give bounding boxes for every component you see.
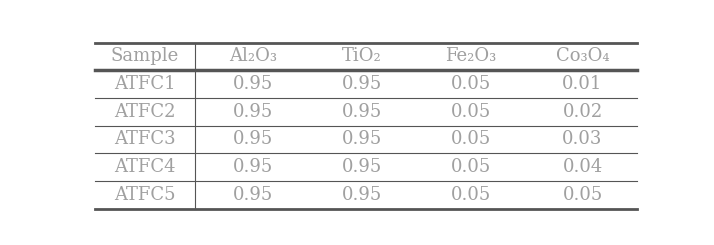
Text: 0.02: 0.02 [563, 103, 603, 121]
Text: 0.95: 0.95 [233, 103, 273, 121]
Text: 0.05: 0.05 [451, 130, 491, 148]
Text: 0.95: 0.95 [341, 186, 382, 204]
Text: Co₃O₄: Co₃O₄ [555, 48, 609, 65]
Text: ATFC2: ATFC2 [114, 103, 176, 121]
Text: ATFC4: ATFC4 [114, 158, 176, 176]
Text: 0.95: 0.95 [233, 158, 273, 176]
Text: 0.95: 0.95 [341, 158, 382, 176]
Text: TiO₂: TiO₂ [342, 48, 381, 65]
Text: 0.03: 0.03 [563, 130, 603, 148]
Text: Al₂O₃: Al₂O₃ [228, 48, 277, 65]
Text: ATFC1: ATFC1 [114, 75, 176, 93]
Text: 0.95: 0.95 [341, 130, 382, 148]
Text: 0.05: 0.05 [451, 158, 491, 176]
Text: 0.05: 0.05 [451, 186, 491, 204]
Text: ATFC3: ATFC3 [114, 130, 176, 148]
Text: 0.95: 0.95 [233, 130, 273, 148]
Text: 0.95: 0.95 [233, 186, 273, 204]
Text: 0.95: 0.95 [341, 75, 382, 93]
Text: 0.01: 0.01 [563, 75, 603, 93]
Text: ATFC5: ATFC5 [114, 186, 176, 204]
Text: 0.05: 0.05 [563, 186, 603, 204]
Text: 0.95: 0.95 [341, 103, 382, 121]
Text: 0.05: 0.05 [451, 75, 491, 93]
Text: 0.95: 0.95 [233, 75, 273, 93]
Text: Sample: Sample [111, 48, 179, 65]
Text: Fe₂O₃: Fe₂O₃ [445, 48, 496, 65]
Text: 0.04: 0.04 [563, 158, 603, 176]
Text: 0.05: 0.05 [451, 103, 491, 121]
